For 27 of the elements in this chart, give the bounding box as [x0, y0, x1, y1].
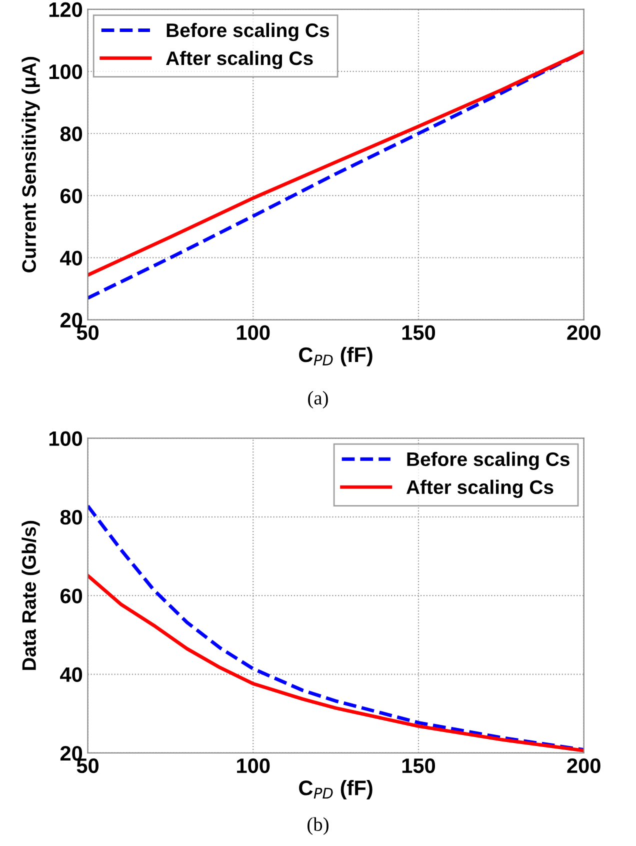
text: (a) [308, 390, 328, 409]
y-axis-title: Data Rate (Gb/s) [22, 520, 40, 670]
y-tick-label: 60 [60, 188, 82, 204]
legend-label: After scaling Cs [166, 50, 313, 70]
legend-label: Before scaling Cs [166, 22, 329, 42]
y-tick-label: 60 [60, 588, 82, 604]
x-tick-label: 100 [237, 325, 270, 340]
x-tick-label: 100 [237, 758, 270, 774]
y-tick-label: 120 [49, 2, 82, 18]
y-tick-label: 40 [60, 667, 82, 682]
y-tick-label: 100 [49, 64, 82, 80]
x-tick-label: 50 [76, 325, 98, 340]
y-axis-title: Current Sensitivity (μA) [22, 56, 40, 272]
legend-label: After scaling Cs [406, 480, 554, 498]
x-axis-title: C$_{PD}$ (fF) [299, 780, 372, 800]
x-tick-label: 200 [567, 758, 600, 774]
x-tick-label: 150 [402, 758, 436, 774]
x-tick-label: 200 [567, 325, 600, 340]
y-tick-label: 100 [49, 431, 82, 446]
y-tick-label: 80 [60, 126, 82, 142]
y-tick-label: 20 [60, 312, 82, 328]
y-tick-label: 80 [60, 510, 82, 525]
x-tick-label: 150 [402, 325, 436, 340]
y-tick-label: 40 [60, 250, 82, 266]
x-axis-title: C$_{PD}$ (fF) [299, 346, 372, 366]
text: (b) [308, 817, 328, 835]
legend-label: Before scaling Cs [407, 452, 570, 470]
